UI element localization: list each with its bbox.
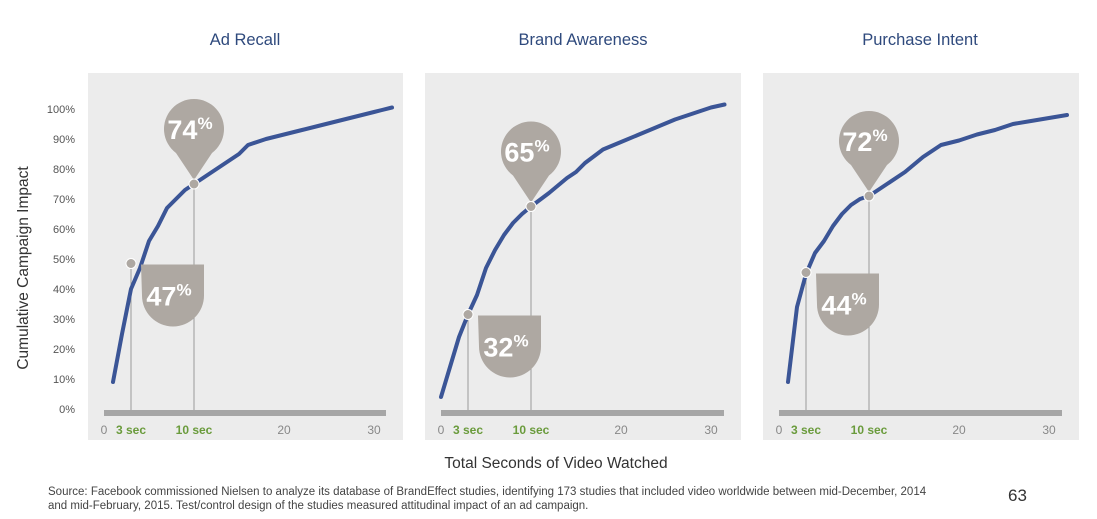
panel-background: [425, 73, 741, 440]
x-axis-bar: [441, 410, 724, 416]
callout-bubble: [501, 121, 562, 203]
chart-title: Purchase Intent: [862, 31, 978, 49]
x-tick-label: 30: [367, 423, 381, 437]
x-axis-title: Total Seconds of Video Watched: [444, 455, 667, 472]
x-axis-bar: [104, 410, 386, 416]
data-point-marker: [863, 190, 875, 202]
y-tick-label: 40%: [53, 284, 75, 296]
y-tick-label: 20%: [53, 344, 75, 356]
x-tick-label: 30: [704, 423, 718, 437]
data-point-marker: [125, 258, 137, 269]
callout-bubble: [164, 99, 225, 180]
x-axis-bar: [779, 410, 1062, 416]
page-number: 63: [1008, 486, 1027, 505]
x-tick-label: 30: [1042, 423, 1056, 437]
x-tick-label: 10 sec: [851, 423, 888, 437]
callout-bubble: [141, 264, 204, 327]
callout-label: 47%: [146, 281, 191, 312]
series-line: [111, 105, 394, 384]
y-tick-label: 60%: [53, 224, 75, 236]
x-tick-label: 3 sec: [453, 423, 483, 437]
x-tick-label: 20: [614, 423, 628, 437]
panel-background: [88, 73, 403, 440]
x-tick-label: 0: [101, 423, 108, 437]
x-tick-label: 3 sec: [116, 423, 146, 437]
y-tick-label: 100%: [47, 104, 75, 116]
value-callout: 32%: [478, 315, 541, 378]
data-point-marker: [525, 201, 537, 212]
data-point-marker: [462, 309, 474, 320]
value-callout: 65%: [501, 121, 562, 203]
data-point-marker: [800, 267, 812, 278]
x-tick-label: 10 sec: [513, 423, 550, 437]
value-callout: 47%: [141, 264, 204, 327]
callout-label: 32%: [483, 332, 528, 363]
value-callout: 44%: [816, 273, 879, 336]
chart-panel: Ad Recall 0% 10% 20% 30% 40% 50% 60% 70% 80% 90% 10…: [47, 31, 403, 440]
callout-bubble: [478, 315, 541, 378]
value-callout: 72%: [839, 110, 899, 192]
chart-panel: Brand Awareness 0 3 sec 10 sec 20 30 32% 65%: [425, 31, 741, 440]
x-tick-label: 3 sec: [791, 423, 821, 437]
callout-bubble: [839, 110, 899, 192]
data-point-marker: [188, 178, 200, 190]
series-line: [786, 113, 1069, 384]
y-tick-label: 0%: [59, 404, 75, 416]
y-tick-label: 50%: [53, 254, 75, 266]
series-line: [439, 102, 727, 399]
chart-panels: Ad Recall 0% 10% 20% 30% 40% 50% 60% 70% 80% 90% 10…: [47, 31, 1079, 440]
y-tick-label: 70%: [53, 194, 75, 206]
y-tick-label: 80%: [53, 164, 75, 176]
chart-panel: Purchase Intent 0 3 sec 10 sec 20 30 44% 72%: [763, 31, 1079, 440]
y-tick-label: 30%: [53, 314, 75, 326]
y-tick-label: 10%: [53, 374, 75, 386]
x-tick-label: 0: [776, 423, 783, 437]
callout-bubble: [816, 273, 879, 336]
x-tick-label: 0: [438, 423, 445, 437]
y-tick-label: 90%: [53, 134, 75, 146]
x-tick-label: 20: [952, 423, 966, 437]
x-tick-label: 10 sec: [176, 423, 213, 437]
chart-title: Ad Recall: [210, 31, 281, 49]
source-footnote: Source: Facebook commissioned Nielsen to…: [48, 486, 927, 512]
chart-title: Brand Awareness: [518, 31, 647, 49]
value-callout: 74%: [164, 99, 225, 180]
y-axis-title: Cumulative Campaign Impact: [15, 166, 32, 370]
x-tick-label: 20: [277, 423, 291, 437]
panel-background: [763, 73, 1079, 440]
